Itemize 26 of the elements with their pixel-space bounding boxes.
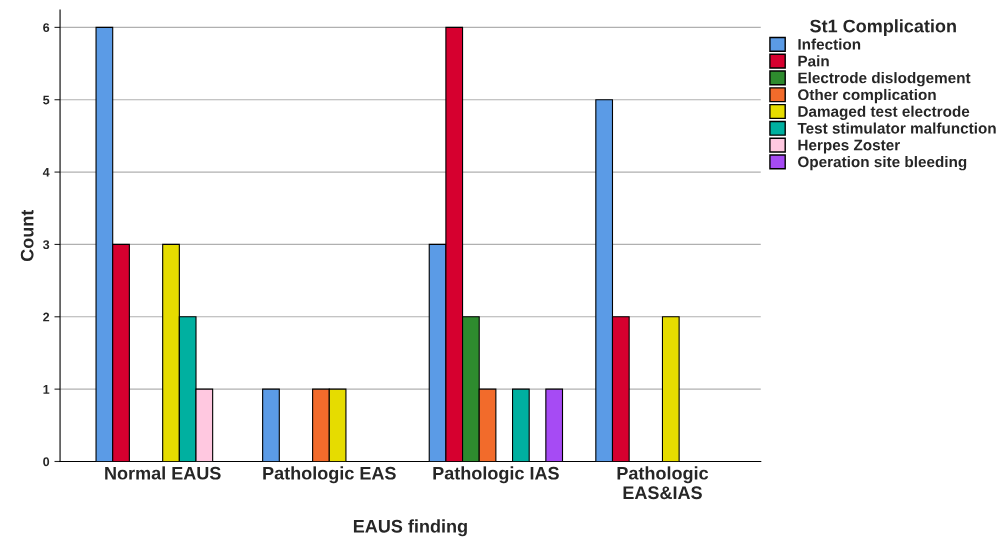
legend-label: Herpes Zoster: [798, 139, 900, 154]
y-tick-label: 5: [43, 95, 50, 105]
y-tick-label: 2: [43, 312, 50, 322]
y-tick-label: 4: [42, 168, 50, 177]
legend-title: St1 Complication: [810, 19, 956, 37]
legend-label: Other complication: [798, 88, 936, 104]
y-tick-label: 0: [43, 457, 50, 467]
x-tick-label: Normal EAUS: [105, 466, 221, 480]
legend-label: Test stimulator malfunction: [797, 122, 996, 134]
y-tick-label: 1: [43, 385, 50, 394]
legend-label: Pain: [798, 55, 829, 67]
x-tick-label: Pathologic IAS: [433, 466, 559, 484]
y-axis-title: Count: [20, 209, 34, 262]
bar: [545, 388, 564, 462]
legend-label: Damaged test electrode: [798, 105, 970, 120]
legend-label: Electrode dislodgement: [798, 72, 971, 87]
x-tick-label: Pathologic EAS&IAS: [617, 466, 709, 500]
y-tick-label: 6: [43, 23, 50, 33]
legend-label: Operation site bleeding: [798, 156, 967, 171]
bar: [511, 388, 530, 462]
x-axis-title: EAUS finding: [353, 519, 467, 537]
bar: [262, 388, 280, 462]
legend-label: Infection: [798, 38, 861, 50]
y-tick-label: 3: [42, 240, 50, 250]
x-tick-label: Pathologic EAS: [263, 466, 396, 484]
bar: [661, 316, 680, 462]
